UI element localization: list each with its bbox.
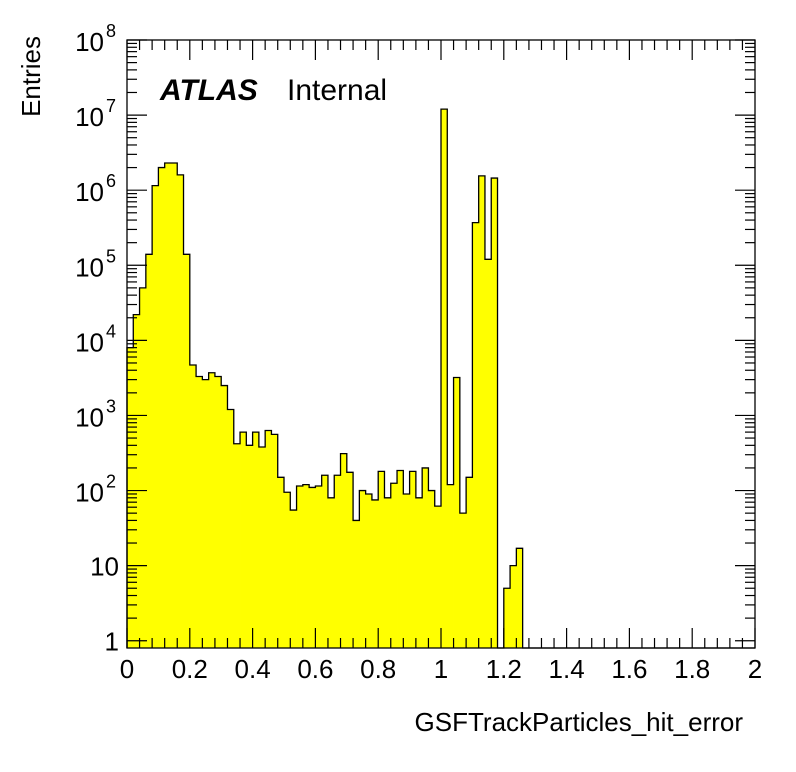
histogram-bar	[491, 178, 498, 648]
histogram-bar	[284, 492, 291, 648]
histogram-bar	[510, 565, 517, 648]
y-tick-label: 10	[75, 252, 104, 282]
atlas-status-label: Internal	[287, 74, 387, 107]
y-tick-label: 10	[75, 402, 104, 432]
histogram-bar	[403, 493, 410, 648]
histogram-bar	[145, 254, 153, 648]
histogram-bar	[346, 472, 354, 648]
x-tick-label: 0.8	[360, 654, 396, 684]
histogram-bar	[334, 475, 341, 648]
y-tick-label: 10	[75, 102, 104, 132]
atlas-label: ATLAS	[159, 74, 258, 107]
y-tick-exponent: 5	[106, 246, 116, 266]
histogram-bar	[459, 513, 467, 648]
histogram-bar	[503, 588, 511, 648]
y-tick-exponent: 7	[106, 96, 116, 116]
histogram-bar	[177, 174, 184, 648]
histogram-bar	[240, 432, 247, 648]
histogram-bar	[258, 447, 266, 648]
histogram-bar	[227, 409, 235, 648]
histogram-bar	[478, 175, 486, 648]
y-tick-label: 10	[75, 478, 104, 508]
histogram-bar	[371, 499, 379, 648]
histogram-bar	[139, 287, 147, 648]
histogram-bar	[196, 376, 203, 648]
x-tick-label: 1	[434, 654, 448, 684]
histogram-bar	[277, 477, 285, 648]
histogram-bar	[252, 432, 260, 648]
histogram-bar	[484, 259, 492, 648]
x-tick-label: 2	[748, 654, 762, 684]
histogram-bars	[127, 109, 524, 648]
histogram-bar	[214, 376, 222, 648]
y-tick-label: 1	[105, 627, 119, 657]
histogram-bar	[202, 379, 210, 648]
histogram-bar	[315, 485, 323, 648]
histogram-bar	[466, 477, 473, 648]
histogram-bar	[415, 497, 423, 648]
y-tick-exponent: 6	[106, 171, 116, 191]
histogram-bar	[390, 483, 398, 648]
y-tick-label: 10	[75, 327, 104, 357]
x-tick-label: 1.8	[674, 654, 710, 684]
x-tick-label: 1.2	[486, 654, 522, 684]
x-tick-label: 0.6	[297, 654, 333, 684]
histogram-bar	[221, 385, 228, 648]
histogram-bar	[183, 254, 191, 648]
histogram-bar	[302, 484, 310, 648]
histogram-bar	[327, 497, 335, 648]
x-tick-label: 1.4	[549, 654, 585, 684]
histogram-bar	[397, 470, 404, 648]
x-tick-label: 0.4	[235, 654, 271, 684]
histogram-bar	[152, 185, 159, 648]
histogram-bar	[453, 377, 461, 648]
x-tick-label: 0	[120, 654, 134, 684]
histogram-bar	[409, 471, 417, 648]
histogram-bar	[290, 510, 297, 648]
y-axis-ticks	[127, 39, 755, 642]
y-tick-exponent: 2	[106, 472, 116, 492]
histogram-bar	[447, 484, 454, 648]
histogram-bar	[365, 493, 373, 648]
histogram-bar	[428, 490, 436, 648]
histogram-bar	[233, 443, 241, 648]
histogram-bar	[378, 471, 385, 648]
y-tick-label: 10	[90, 552, 119, 582]
histogram-bar	[384, 497, 392, 648]
histogram-bar	[265, 430, 272, 648]
histogram-bar	[271, 434, 279, 648]
y-tick-exponent: 8	[106, 21, 116, 41]
histogram-bar	[422, 467, 429, 648]
histogram-bar	[353, 520, 360, 648]
histogram-bar	[208, 372, 216, 648]
histogram-bar	[246, 445, 253, 648]
histogram-bar	[434, 506, 442, 648]
x-tick-labels: 0 0.2 0.4 0.6 0.8 1 1.2 1.4 1.6 1.8 2	[120, 654, 762, 684]
y-axis-title: Entries	[16, 36, 46, 117]
histogram-bar	[296, 485, 304, 648]
histogram-bar	[170, 163, 178, 648]
histogram-bar	[441, 109, 448, 648]
histogram-bar	[321, 475, 329, 648]
histogram-bar	[340, 453, 348, 648]
histogram-bar	[189, 364, 197, 648]
histogram-bar	[158, 167, 166, 648]
x-tick-label: 0.2	[172, 654, 208, 684]
histogram-bar	[359, 490, 367, 648]
histogram-bar	[133, 314, 140, 648]
x-tick-label: 1.6	[611, 654, 647, 684]
y-tick-label: 10	[75, 177, 104, 207]
histogram-bar	[472, 222, 480, 648]
y-tick-exponent: 3	[106, 396, 116, 416]
plot-frame	[126, 39, 756, 649]
histogram-bar	[309, 487, 316, 648]
y-tick-label: 10	[75, 27, 104, 57]
histogram-bar	[516, 548, 524, 648]
histogram-bar	[164, 163, 172, 648]
y-tick-exponent: 4	[106, 321, 116, 341]
x-axis-title: GSFTrackParticles_hit_error	[415, 707, 744, 737]
